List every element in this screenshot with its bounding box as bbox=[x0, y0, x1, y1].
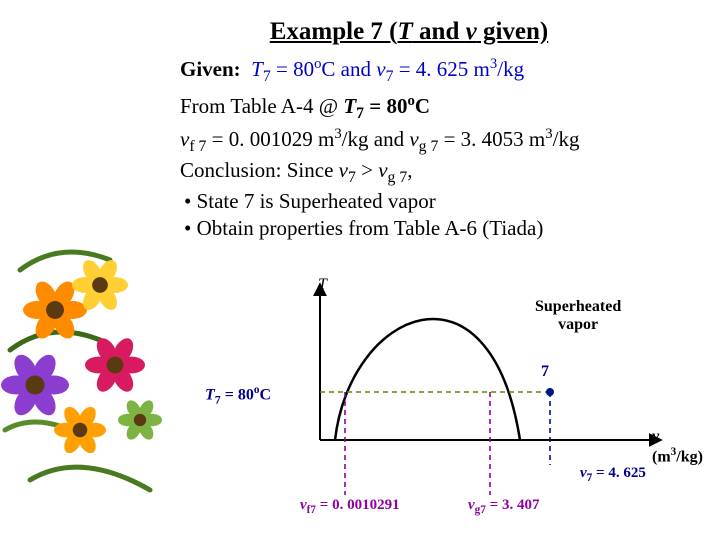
l3a: Conclusion: Since bbox=[180, 158, 339, 182]
vf7-value-label: vf7 = 0. 0010291 bbox=[300, 497, 400, 516]
sh-l1: Superheated bbox=[535, 298, 621, 316]
l2-vf: v bbox=[180, 127, 189, 151]
v7v-val: = 4. 625 bbox=[592, 465, 646, 481]
vf7v-pre: v bbox=[300, 497, 307, 513]
body-line3: Conclusion: Since v7 > vg 7, bbox=[180, 157, 698, 188]
t7l-eq: = 80 bbox=[221, 386, 254, 403]
l1a: From Table A-4 @ bbox=[180, 94, 343, 118]
vg7v-pre: v bbox=[468, 497, 475, 513]
l3-gt: > bbox=[356, 158, 378, 182]
t7-axis-label: T7 = 80oC bbox=[205, 384, 271, 408]
superheated-label: Superheated vapor bbox=[535, 298, 621, 334]
l3-vg: v bbox=[378, 158, 387, 182]
y-axis-label: T bbox=[318, 276, 327, 294]
t7l-c: C bbox=[260, 386, 272, 403]
xal-rest: (m bbox=[652, 448, 671, 465]
l3-vg-sub: g 7 bbox=[388, 169, 408, 186]
point-7-label: 7 bbox=[541, 363, 549, 381]
l2-end: /kg bbox=[553, 127, 580, 151]
l2-vg-val: = 3. 4053 m bbox=[438, 127, 545, 151]
title-v: v bbox=[466, 18, 477, 45]
xal-end: /kg) bbox=[676, 448, 703, 465]
l1c: C bbox=[415, 94, 430, 118]
l2-vg: v bbox=[409, 127, 418, 151]
title-suffix: given) bbox=[477, 18, 549, 45]
l3-comma: , bbox=[407, 158, 412, 182]
slide-title: Example 7 (T and v given) bbox=[120, 18, 698, 46]
l2-vf-val: = 0. 001029 m bbox=[206, 127, 334, 151]
body-line1: From Table A-4 @ T7 = 80oC bbox=[180, 92, 698, 124]
given-v7-unit: /kg bbox=[497, 57, 524, 81]
xal-v: v bbox=[652, 428, 659, 445]
l3-v7-sub: 7 bbox=[348, 169, 356, 186]
given-line: Given: T7 = 80oC and v7 = 4. 625 m3/kg bbox=[180, 56, 698, 86]
body-line2: vf 7 = 0. 001029 m3/kg and vg 7 = 3. 405… bbox=[180, 125, 698, 157]
l1-sup: o bbox=[407, 93, 414, 109]
given-T7: T bbox=[251, 57, 263, 81]
given-label: Given: bbox=[180, 57, 241, 81]
given-T7-eq: = 80 bbox=[271, 57, 314, 81]
vf7v-val: = 0. 0010291 bbox=[316, 497, 400, 513]
l2-mid: /kg and bbox=[342, 127, 410, 151]
body-text: From Table A-4 @ T7 = 80oC vf 7 = 0. 001… bbox=[180, 92, 698, 242]
l2-vg-sup: 3 bbox=[545, 126, 552, 142]
bullet-1: • State 7 is Superheated vapor bbox=[180, 188, 698, 215]
chart-svg bbox=[200, 280, 700, 540]
given-T7-unit: C and bbox=[321, 57, 376, 81]
given-v7: v bbox=[376, 57, 385, 81]
given-v7-eq: = 4. 625 m bbox=[393, 57, 489, 81]
v7v-pre: v bbox=[580, 465, 587, 481]
l2-vf-sup: 3 bbox=[334, 126, 341, 142]
v7-value-label: v7 = 4. 625 bbox=[580, 465, 646, 484]
bullet-2: • Obtain properties from Table A-6 (Tiad… bbox=[180, 215, 698, 242]
l1-sub: 7 bbox=[356, 105, 364, 122]
vf7v-sub: f7 bbox=[307, 504, 316, 516]
t7l-pre: T bbox=[205, 386, 215, 403]
tv-diagram: T Superheated vapor T7 = 80oC 7 v (m3/kg… bbox=[200, 280, 700, 540]
l2-vg-sub: g 7 bbox=[419, 138, 439, 155]
vg7v-sub: g7 bbox=[475, 504, 486, 516]
flower-decoration bbox=[0, 230, 180, 540]
slide-content: Example 7 (T and v given) Given: T7 = 80… bbox=[0, 0, 720, 242]
vg7v-val: = 3. 407 bbox=[486, 497, 540, 513]
l1b: = 80 bbox=[364, 94, 407, 118]
l2-vf-sub: f 7 bbox=[189, 138, 206, 155]
l1-T: T bbox=[343, 94, 356, 118]
title-prefix: Example 7 ( bbox=[270, 18, 398, 45]
given-T7-sub: 7 bbox=[263, 68, 271, 85]
title-T: T bbox=[398, 18, 413, 45]
x-axis-label: v (m3/kg) bbox=[652, 428, 703, 466]
vg7-value-label: vg7 = 3. 407 bbox=[468, 497, 539, 516]
sh-l2: vapor bbox=[535, 316, 621, 334]
l3-v7: v bbox=[339, 158, 348, 182]
title-mid: and bbox=[413, 18, 466, 45]
